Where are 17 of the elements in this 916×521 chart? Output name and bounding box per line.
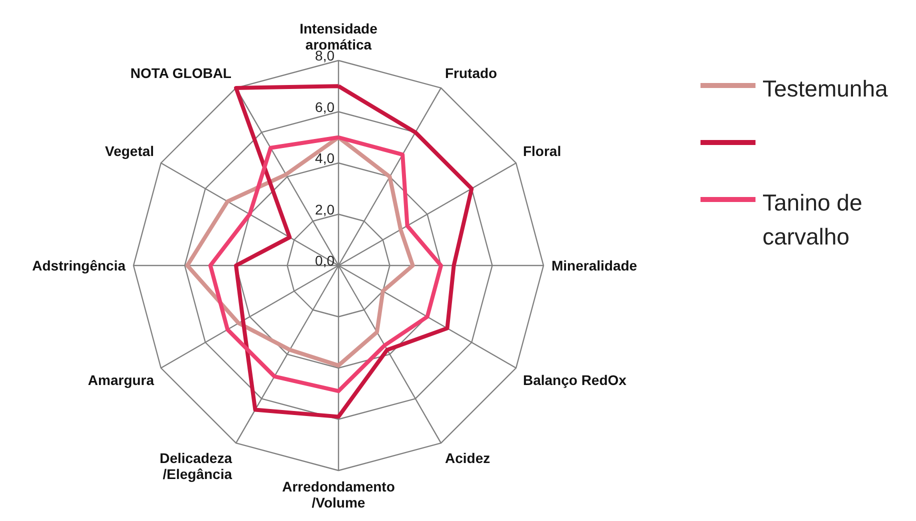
spoke-label: Frutado <box>445 65 498 82</box>
legend-label: Tanino de carvalho <box>762 190 862 250</box>
y-tick-label: 0,0 <box>315 252 335 268</box>
spoke-label: Vegetal <box>105 143 154 159</box>
y-tick-label: 4,0 <box>315 150 335 166</box>
spoke-label: Acidez <box>445 450 490 466</box>
spoke-label: Arredondamento /Volume <box>282 478 395 510</box>
spoke-label: Adstringência <box>32 258 126 274</box>
legend-label: Testemunha <box>762 76 888 102</box>
spoke-label: Amargura <box>88 372 154 388</box>
spoke-label: Floral <box>522 143 562 159</box>
spoke-label: NOTA GLOBAL <box>130 65 232 82</box>
y-tick-label: 2,0 <box>315 201 335 218</box>
spoke-label: Balanço RedOx <box>522 372 627 388</box>
y-tick-label: 6,0 <box>315 98 335 115</box>
spoke-label: Mineralidade <box>552 258 638 274</box>
spoke-label: Delicadeza /Elegância <box>160 450 232 482</box>
